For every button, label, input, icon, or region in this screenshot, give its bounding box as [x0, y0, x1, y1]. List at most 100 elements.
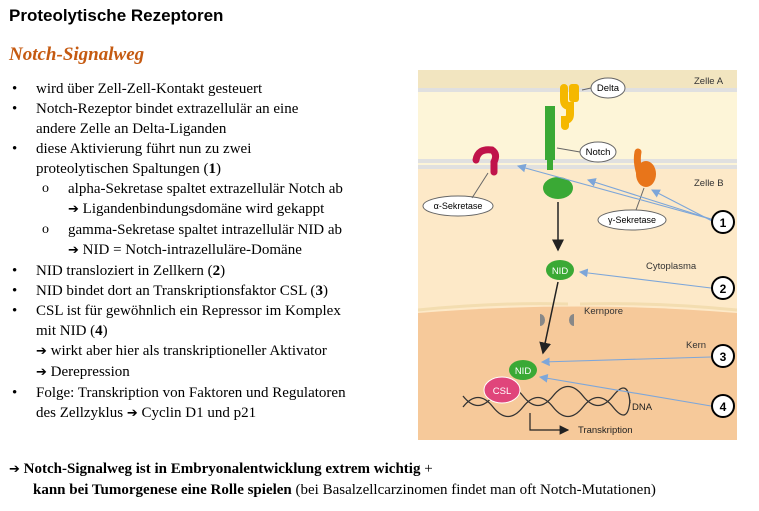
nuclear-membrane — [417, 302, 569, 312]
nid-bound-label: NID — [515, 366, 532, 377]
kernpore-label: Kernpore — [584, 306, 623, 317]
alpha-label: α-Sekretase — [434, 201, 483, 211]
transkription-label: Transkription — [578, 425, 633, 436]
right-arrow-icon: ➔ — [68, 243, 79, 258]
list-item: Folge: Transkription von Faktoren und Re… — [0, 383, 410, 424]
bullet-text: CSL ist für gewöhnlich ein Repressor im … — [36, 303, 341, 319]
dna-strand-1 — [462, 396, 631, 418]
sub-list: alpha-Sekretase spaltet extrazellulär No… — [36, 179, 410, 261]
list-item: diese Aktivierung führt nun zu zwei prot… — [0, 139, 410, 261]
note-text: (bei Basalzellcarzinomen findet man oft … — [291, 482, 656, 498]
nucleus-region — [418, 306, 737, 440]
zelle-b-label: Zelle B — [694, 178, 724, 189]
bullet-text: andere Zelle an Delta-Liganden — [36, 121, 227, 137]
gamma-callout — [597, 209, 667, 231]
list-item: NID transloziert in Zellkern (2) — [0, 261, 410, 281]
sub-bullet-text: gamma-Sekretase spaltet intrazellulär NI… — [68, 222, 343, 238]
kernpore-left — [540, 314, 545, 326]
bullet-text: Derepression — [50, 364, 130, 380]
sub-bullet-text: Ligandenbindungsdomäne wird gekappt — [82, 201, 325, 217]
note-bold-text: Notch-Signalweg ist in Embryonalentwickl… — [23, 461, 421, 477]
bullet-text: Folge: Transkription von Faktoren und Re… — [36, 385, 346, 401]
right-arrow-icon: ➔ — [126, 406, 138, 421]
bullet-text: wirkt aber hier als transkriptioneller A… — [50, 343, 327, 359]
step-number: 3 — [315, 283, 323, 299]
notch-pathway-figure: Zelle A Zelle B Delta Notch α-Sekretase … — [417, 70, 738, 440]
bullet-list: wird über Zell-Zell-Kontakt gesteuert No… — [0, 79, 410, 424]
bullet-text: Notch-Rezeptor bindet extrazellulär an e… — [36, 101, 299, 117]
sub-list-item: alpha-Sekretase spaltet extrazellulär No… — [36, 179, 410, 220]
membrane-b-inner — [418, 165, 737, 169]
conclusion-note: ➔ Notch-Signalweg ist in Embryonalentwic… — [9, 459, 754, 500]
nuclear-membrane — [579, 302, 738, 312]
pointer-1b — [586, 178, 715, 221]
nid-protein — [546, 260, 574, 280]
delta-callout-line — [581, 87, 592, 91]
notch-transmembrane — [547, 160, 553, 170]
bullet-text: NID bindet dort an Transkriptionsfaktor … — [36, 283, 316, 299]
gamma-callout-line — [635, 187, 645, 211]
kern-label: Kern — [686, 340, 706, 351]
delta-ligand — [560, 84, 574, 130]
pointer-4 — [538, 373, 712, 407]
cell-a-region — [418, 70, 737, 88]
alpha-callout-line — [471, 172, 489, 199]
right-arrow-icon: ➔ — [68, 202, 79, 217]
page-title: Proteolytische Rezeptoren — [9, 6, 224, 25]
transkription-arrow — [529, 413, 570, 435]
sub-list-item: gamma-Sekretase spaltet intrazellulär NI… — [36, 220, 410, 261]
step-number-1: 1 — [720, 216, 727, 230]
list-item: wird über Zell-Zell-Kontakt gesteuert — [0, 79, 410, 99]
gamma-secretase-head — [636, 161, 656, 187]
sub-bullet-text: NID = Notch-intrazelluläre-Domäne — [82, 242, 302, 258]
csl-label: CSL — [493, 386, 511, 397]
nuclear-import-arrow — [539, 281, 559, 355]
bullet-text: wird über Zell-Zell-Kontakt gesteuert — [36, 81, 263, 97]
pointer-2 — [578, 268, 712, 289]
notch-receptor — [545, 106, 555, 160]
delta-ligand-head — [569, 84, 579, 102]
bullet-text: NID transloziert in Zellkern ( — [36, 263, 213, 279]
step-circle-2 — [711, 276, 735, 300]
step-number-2: 2 — [720, 282, 727, 296]
bullet-text: ) — [215, 161, 221, 177]
pointer-3 — [540, 356, 712, 367]
step-number-3: 3 — [720, 350, 727, 364]
step-circle-3 — [711, 344, 735, 368]
zelle-a-label: Zelle A — [694, 76, 724, 87]
section-subtitle: Notch-Signalweg — [9, 44, 145, 65]
alpha-secretase — [472, 146, 500, 176]
bullet-text: ) — [102, 323, 108, 339]
note-bold-text: kann bei Tumorgenese eine Rolle spielen — [33, 482, 292, 498]
delta-label: Delta — [597, 83, 620, 94]
nid-bound-protein — [509, 360, 537, 380]
step-number: 4 — [95, 323, 103, 339]
list-item: Notch-Rezeptor bindet extrazellulär an e… — [0, 99, 410, 139]
bullet-text: proteolytischen Spaltungen ( — [36, 161, 209, 177]
pointer-1a — [516, 163, 715, 221]
right-arrow-icon: ➔ — [9, 462, 20, 477]
right-arrow-icon: ➔ — [36, 365, 47, 380]
notch-label: Notch — [586, 147, 611, 158]
step-number: 2 — [212, 263, 221, 279]
note-text: + — [420, 461, 433, 477]
nid-label: NID — [552, 266, 569, 277]
step-number-4: 4 — [720, 400, 727, 414]
membrane-b-outer — [418, 159, 737, 163]
kernpore-right — [569, 314, 574, 326]
alpha-callout — [422, 195, 494, 217]
step-number: 1 — [208, 161, 216, 177]
bullet-text: ) — [322, 283, 328, 299]
right-arrow-icon: ➔ — [36, 344, 47, 359]
bullet-text: mit NID ( — [36, 323, 96, 339]
csl-protein — [483, 376, 521, 404]
pointer-1c — [651, 189, 715, 223]
bullet-text: diese Aktivierung führt nun zu zwei — [36, 141, 252, 157]
list-item: NID bindet dort an Transkriptionsfaktor … — [0, 281, 410, 301]
gamma-label: γ-Sekretase — [608, 215, 656, 225]
sub-bullet-text: alpha-Sekretase spaltet extrazellulär No… — [68, 181, 343, 197]
bullet-text: des Zellzyklus — [36, 405, 124, 421]
dna-label: DNA — [632, 402, 653, 413]
step-circle-4 — [711, 394, 735, 418]
list-item: CSL ist für gewöhnlich ein Repressor im … — [0, 301, 410, 383]
